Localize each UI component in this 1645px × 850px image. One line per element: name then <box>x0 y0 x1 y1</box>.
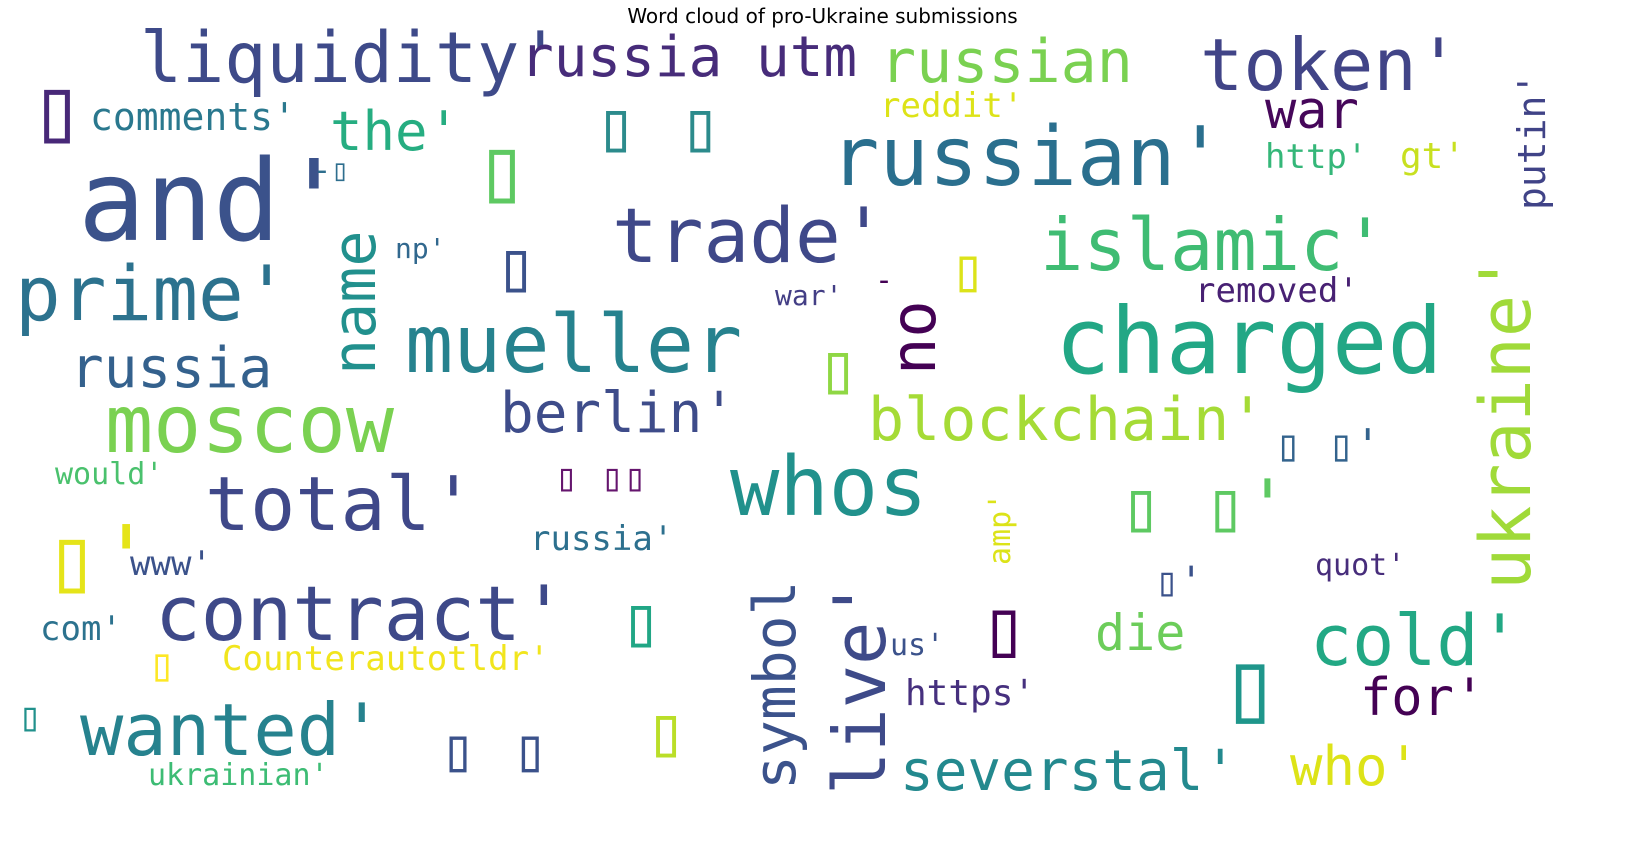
word-52: ▯ <box>980 581 1028 674</box>
word-18: ▯ <box>495 225 537 307</box>
word-11: war <box>1265 81 1359 141</box>
chart-title: Word cloud of pro-Ukraine submissions <box>627 4 1018 28</box>
word-43: amp' <box>983 493 1018 565</box>
word-31: charged <box>1055 288 1443 395</box>
word-15: putin' <box>1510 73 1554 210</box>
word-14: gt' <box>1400 136 1465 177</box>
word-35: blockchain' <box>868 385 1265 455</box>
word-59: ▯ <box>1220 627 1280 744</box>
word-53: com' <box>40 609 122 649</box>
word-2: liquidity' <box>140 17 561 99</box>
word-22: name <box>320 231 390 376</box>
word-26: removed' <box>1195 271 1359 311</box>
word-24: - <box>875 263 893 298</box>
word-66: severstal' <box>900 739 1237 804</box>
word-17: trade' <box>612 191 887 280</box>
word-65: ▯ <box>645 690 687 772</box>
word-5: token' <box>1200 23 1460 107</box>
word-23: np' <box>395 232 446 265</box>
word-4: russian <box>880 27 1133 97</box>
word-16: -▯ <box>313 153 349 188</box>
word-47: live' <box>818 578 902 795</box>
word-20: ▯ <box>950 235 986 305</box>
word-0: and' <box>78 137 348 267</box>
word-25: war' <box>775 279 842 312</box>
word-61: for' <box>1360 668 1485 728</box>
word-21: prime' <box>15 249 290 338</box>
word-62: ▯ <box>18 694 42 740</box>
word-40: whos <box>730 440 927 535</box>
word-10: reddit' <box>880 86 1023 126</box>
word-60: https' <box>905 673 1035 714</box>
word-63: wanted' <box>80 688 383 772</box>
word-7: the' <box>330 100 460 163</box>
word-48: ▯' <box>1155 559 1203 605</box>
word-51: ▯ <box>620 580 662 662</box>
word-50: contract' <box>155 569 567 658</box>
word-32: russia <box>70 336 272 401</box>
word-68: ukrainian' <box>148 758 329 793</box>
word-64: ▯ ▯ <box>440 715 548 785</box>
word-33: moscow <box>105 378 395 471</box>
word-38: ▯ ▯▯ <box>555 455 647 499</box>
word-29: ▯ <box>817 327 859 409</box>
word-39: total' <box>205 460 476 548</box>
word-28: mueller <box>405 298 742 391</box>
word-42: ▯' <box>45 507 153 612</box>
word-57: Counterautotldr' <box>222 639 550 679</box>
word-36: ▯ ▯' <box>1275 420 1381 471</box>
word-44: www' <box>130 544 212 584</box>
word-49: quot' <box>1315 548 1405 583</box>
word-19: islamic' <box>1040 203 1387 287</box>
word-41: ▯ ▯' <box>1120 465 1289 547</box>
word-58: us' <box>890 628 944 663</box>
word-9: ▯ ▯ <box>595 85 721 167</box>
word-6: comments' <box>90 95 296 139</box>
word-13: http' <box>1265 137 1367 177</box>
word-45: russia' <box>530 519 673 559</box>
word-37: would' <box>55 457 163 492</box>
word-54: die <box>1095 604 1185 662</box>
word-1: ▯ <box>30 57 84 162</box>
word-67: who' <box>1290 735 1420 798</box>
word-46: symbol <box>741 580 809 790</box>
word-34: berlin' <box>500 381 736 446</box>
word-3: russia utm <box>520 25 857 90</box>
word-56: ▯ <box>148 637 176 691</box>
word-12: russian' <box>830 110 1225 205</box>
word-27: ukraine' <box>1465 253 1547 590</box>
word-8: ▯ <box>475 117 529 222</box>
word-30: no <box>877 300 950 375</box>
word-55: cold' <box>1310 600 1521 682</box>
